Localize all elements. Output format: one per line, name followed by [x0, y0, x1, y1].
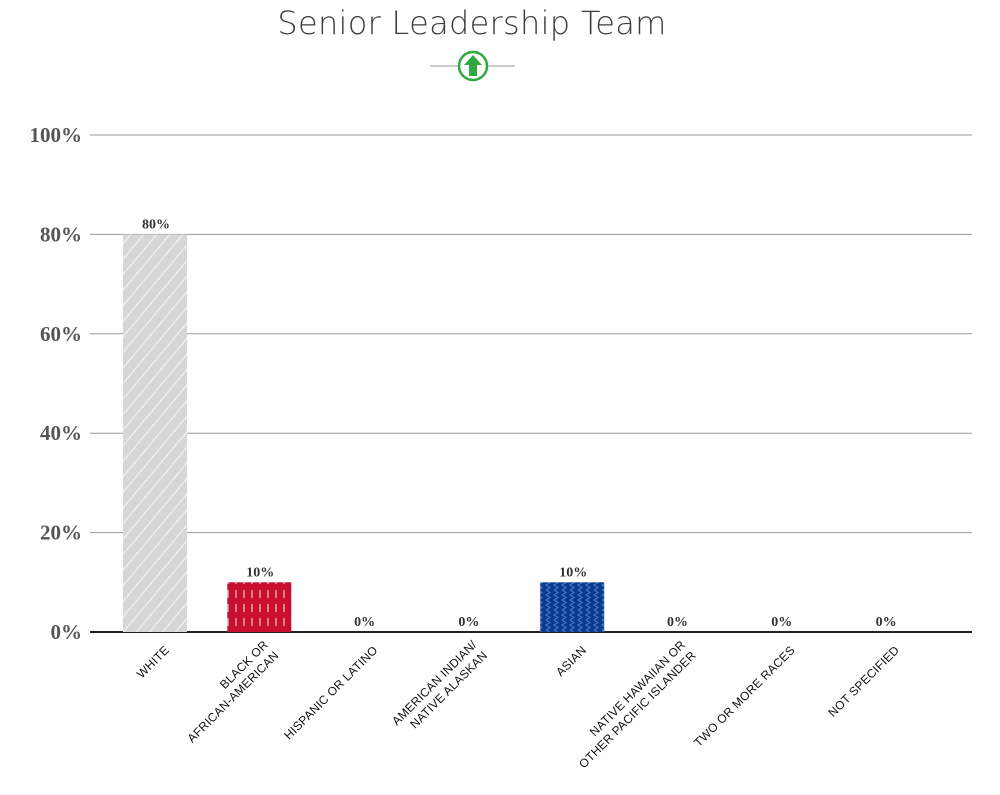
data-label: 10% — [559, 565, 587, 580]
x-category-label-line: WHITE — [134, 643, 172, 681]
data-label: 80% — [142, 217, 170, 232]
x-category-label-line: NATIVE HAWAIIAN OR — [587, 638, 688, 739]
bar — [123, 234, 187, 632]
arrow-up-icon — [457, 50, 489, 82]
data-label: 0% — [876, 615, 897, 630]
data-label: 10% — [246, 565, 274, 580]
x-category-label: NOT SPECIFIED — [825, 643, 902, 720]
y-tick-label: 60% — [40, 322, 82, 346]
data-label: 0% — [354, 615, 375, 630]
chart-title: Senior Leadership Team — [277, 4, 667, 42]
x-category-label-line: ASIAN — [553, 643, 589, 679]
data-label: 0% — [458, 615, 479, 630]
x-category-label-line: HISPANIC OR LATINO — [281, 643, 380, 742]
x-category-label: WHITE — [134, 643, 172, 681]
y-tick-label: 100% — [30, 123, 83, 147]
y-tick-label: 80% — [40, 222, 82, 246]
data-label: 0% — [667, 615, 688, 630]
x-category-label-line: OTHER PACIFIC ISLANDER — [576, 648, 699, 771]
x-category-label: HISPANIC OR LATINO — [281, 643, 380, 742]
x-category-label: ASIAN — [553, 643, 589, 679]
data-label: 0% — [771, 615, 792, 630]
bar — [227, 582, 292, 632]
y-tick-label: 20% — [40, 521, 82, 545]
bar-layer — [123, 234, 605, 632]
y-tick-label: 0% — [51, 620, 83, 644]
x-category-label-line: NOT SPECIFIED — [825, 643, 902, 720]
bar — [540, 582, 605, 632]
x-category-label-line: TWO OR MORE RACES — [691, 643, 798, 750]
x-category-label-line: AFRICAN-AMERICAN — [185, 648, 282, 745]
grid-layer — [90, 134, 972, 633]
x-category-label-line: AMERICAN INDIAN/ — [389, 637, 480, 728]
trend-indicator — [430, 50, 515, 82]
x-category-label: AMERICAN INDIAN/NATIVE ALASKAN — [389, 637, 490, 731]
y-tick-label: 40% — [40, 421, 82, 445]
x-category-label: TWO OR MORE RACES — [691, 643, 798, 750]
